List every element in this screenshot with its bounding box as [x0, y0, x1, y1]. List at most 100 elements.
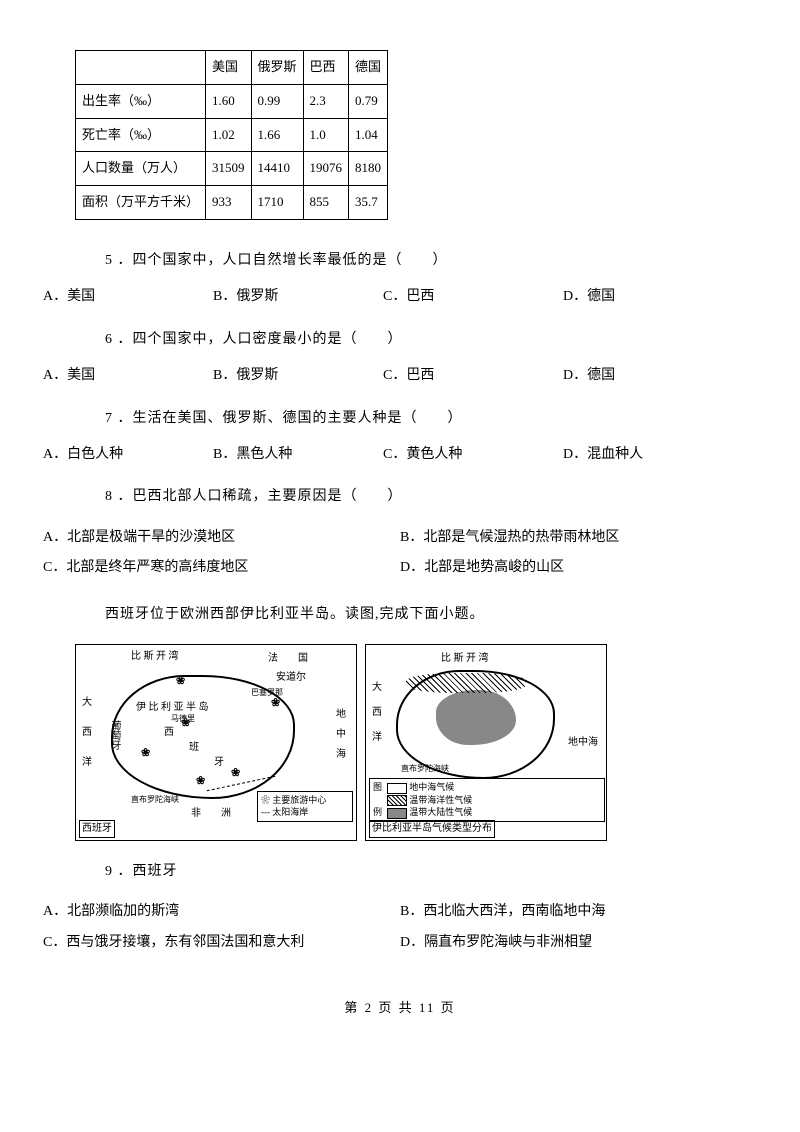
- m1-at3: 洋: [82, 755, 92, 771]
- map-intro: 西班牙位于欧洲西部伊比利亚半岛。读图,完成下面小题。: [105, 604, 765, 626]
- m2-leg-t1: 图: [373, 781, 385, 794]
- q6-text: 6 ．四个国家中，人口密度最小的是（ ）: [105, 329, 765, 351]
- m2-oce: [406, 673, 526, 693]
- q8-options: A．北部是极端干旱的沙漠地区 B．北部是气候湿热的热带雨林地区 C．北部是终年严…: [35, 523, 765, 584]
- q9-c: C．西与饿牙接壤，东有邻国法国和意大利: [35, 928, 400, 958]
- q8-text: 8 ．巴西北部人口稀疏，主要原因是（ ）: [105, 486, 765, 508]
- r2c1: 1.02: [206, 118, 252, 152]
- map-row: 比 斯 开 湾 法 国 安道尔 大 西 洋 葡萄牙 伊 比 利 亚 半 岛 西 …: [75, 644, 765, 841]
- q6-c: C．巴西: [383, 365, 563, 387]
- r2c3: 1.0: [303, 118, 349, 152]
- m2-caption: 伊比利亚半岛气候类型分布: [369, 820, 495, 838]
- m1-leg-sym1: ❀: [261, 795, 270, 805]
- th-us: 美国: [206, 51, 252, 85]
- r2c0: 死亡率（‰）: [76, 118, 206, 152]
- q8-d: D．北部是地势高峻的山区: [400, 553, 765, 583]
- m1-med2: 中: [336, 727, 346, 743]
- q9-options: A．北部濒临加的斯湾 B．西北临大西洋，西南临地中海 C．西与饿牙接壤，东有邻国…: [35, 897, 765, 958]
- q5-text: 5 ．四个国家中，人口自然增长率最低的是（ ）: [105, 250, 765, 272]
- q9-text: 9 ．西班牙: [105, 861, 765, 883]
- r3c1: 31509: [206, 152, 252, 186]
- m1-barcelona: 巴塞罗那: [251, 687, 283, 700]
- r3c4: 8180: [349, 152, 388, 186]
- r4c2: 1710: [251, 186, 303, 220]
- m2-at1: 大: [372, 680, 382, 696]
- m2-at3: 洋: [372, 730, 382, 746]
- r3c0: 人口数量（万人）: [76, 152, 206, 186]
- r2c4: 1.04: [349, 118, 388, 152]
- m1-sp1: 西: [164, 725, 174, 741]
- r3c3: 19076: [303, 152, 349, 186]
- r4c4: 35.7: [349, 186, 388, 220]
- r1c1: 1.60: [206, 84, 252, 118]
- q7-options: A．白色人种 B．黑色人种 C．黄色人种 D．混血种人: [35, 444, 765, 466]
- m2-biscay: 比 斯 开 湾: [441, 651, 489, 667]
- m1-pt3: ❀: [196, 773, 205, 791]
- r4c1: 933: [206, 186, 252, 220]
- q7-text: 7 ．生活在美国、俄罗斯、德国的主要人种是（ ）: [105, 408, 765, 430]
- th-ru: 俄罗斯: [251, 51, 303, 85]
- m1-at1: 大: [82, 695, 92, 711]
- m1-med1: 地: [336, 707, 346, 723]
- r1c3: 2.3: [303, 84, 349, 118]
- page-footer: 第 2 页 共 11 页: [35, 998, 765, 1019]
- r1c0: 出生率（‰）: [76, 84, 206, 118]
- m1-france: 法 国: [268, 651, 308, 667]
- q5-options: A．美国 B．俄罗斯 C．巴西 D．德国: [35, 286, 765, 308]
- q5-b: B．俄罗斯: [213, 286, 383, 308]
- map-climate: 比 斯 开 湾 大 西 洋 地中海 直布罗陀海峡 图 地中海气候 温带海洋性气候…: [365, 644, 607, 841]
- q7-b: B．黑色人种: [213, 444, 383, 466]
- m1-pt2: ❀: [141, 745, 150, 763]
- q6-d: D．德国: [563, 365, 733, 387]
- q6-options: A．美国 B．俄罗斯 C．巴西 D．德国: [35, 365, 765, 387]
- q7-c: C．黄色人种: [383, 444, 563, 466]
- m1-bilbao-pt: ❀: [176, 673, 185, 691]
- r4c0: 面积（万平方千米）: [76, 186, 206, 220]
- q5-a: A．美国: [35, 286, 213, 308]
- m2-legend: 图 地中海气候 温带海洋性气候 例 温带大陆性气候: [369, 778, 605, 822]
- m2-leg-oce: 温带海洋性气候: [409, 795, 472, 805]
- q5-d: D．德国: [563, 286, 733, 308]
- q9-a: A．北部濒临加的斯湾: [35, 897, 400, 927]
- q9-b: B．西北临大西洋，西南临地中海: [400, 897, 765, 927]
- m1-gib: 直布罗陀海峡: [131, 794, 179, 807]
- m1-caption: 西班牙: [79, 820, 115, 838]
- m2-leg-t2: 例: [373, 806, 385, 819]
- q5-c: C．巴西: [383, 286, 563, 308]
- m2-cont: [436, 690, 516, 745]
- q7-a: A．白色人种: [35, 444, 213, 466]
- q6-b: B．俄罗斯: [213, 365, 383, 387]
- m1-portugal: 葡萄牙: [106, 720, 122, 750]
- q9-d: D．隔直布罗陀海峡与非洲相望: [400, 928, 765, 958]
- m2-at2: 西: [372, 705, 382, 721]
- m1-sp2: 班: [189, 740, 199, 756]
- q8-c: C．北部是终年严寒的高纬度地区: [35, 553, 400, 583]
- m1-legend: ❀ 主要旅游中心 --- 太阳海岸: [257, 791, 353, 822]
- m1-at2: 西: [82, 725, 92, 741]
- q8-a: A．北部是极端干旱的沙漠地区: [35, 523, 400, 553]
- m2-leg-cont: 温带大陆性气候: [409, 807, 472, 817]
- m1-africa: 非 洲: [191, 806, 231, 822]
- m2-gib: 直布罗陀海峡: [401, 763, 449, 776]
- r4c3: 855: [303, 186, 349, 220]
- th-br: 巴西: [303, 51, 349, 85]
- m1-med3: 海: [336, 747, 346, 763]
- m1-pt4: ❀: [231, 765, 240, 783]
- th-blank: [76, 51, 206, 85]
- m1-leg-tourist: 主要旅游中心: [272, 795, 326, 805]
- m1-leg-sun: 太阳海岸: [272, 807, 308, 817]
- r3c2: 14410: [251, 152, 303, 186]
- swatch-oce-icon: [387, 795, 407, 806]
- m2-leg-med: 地中海气候: [409, 782, 454, 792]
- data-table: 美国 俄罗斯 巴西 德国 出生率（‰） 1.60 0.99 2.3 0.79 死…: [75, 50, 388, 220]
- q7-d: D．混血种人: [563, 444, 733, 466]
- m2-med: 地中海: [568, 735, 598, 751]
- q8-b: B．北部是气候湿热的热带雨林地区: [400, 523, 765, 553]
- m1-madrid: 马德里: [171, 713, 195, 726]
- map-spain: 比 斯 开 湾 法 国 安道尔 大 西 洋 葡萄牙 伊 比 利 亚 半 岛 西 …: [75, 644, 357, 841]
- r2c2: 1.66: [251, 118, 303, 152]
- swatch-med-icon: [387, 783, 407, 794]
- r1c4: 0.79: [349, 84, 388, 118]
- m1-leg-sym2: ---: [261, 807, 270, 817]
- swatch-cont-icon: [387, 808, 407, 819]
